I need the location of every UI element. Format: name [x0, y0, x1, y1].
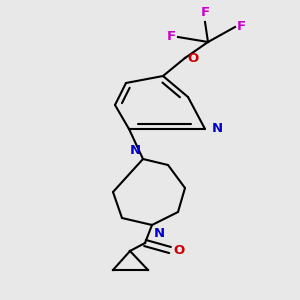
- Text: N: N: [130, 144, 141, 157]
- Text: F: F: [167, 31, 176, 44]
- Text: N: N: [212, 122, 223, 136]
- Text: O: O: [173, 244, 184, 256]
- Text: N: N: [154, 227, 165, 240]
- Text: F: F: [237, 20, 246, 34]
- Text: F: F: [200, 6, 210, 19]
- Text: O: O: [187, 52, 198, 64]
